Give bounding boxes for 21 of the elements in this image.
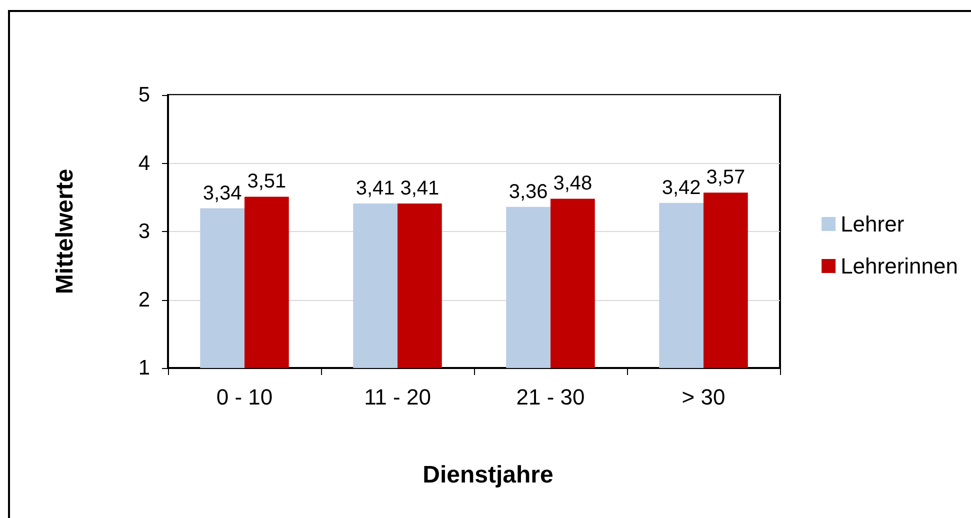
data-label: 3,36 (508, 180, 548, 203)
y-tick-label: 4 (138, 152, 150, 175)
x-axis-title: Dienstjahre (422, 462, 554, 488)
x-tick-label: 21 - 30 (516, 384, 585, 410)
y-tick-label: 3 (138, 220, 150, 243)
data-label: 3,51 (247, 170, 286, 193)
data-label: 3,41 (356, 178, 395, 200)
y-axis-title: Mittelwerte (52, 168, 78, 294)
data-label: 3,48 (553, 172, 592, 195)
x-tick-label: 0 - 10 (216, 384, 273, 410)
data-label: 3,42 (662, 176, 701, 199)
data-label: 3,41 (400, 178, 440, 200)
y-tick-label: 5 (138, 84, 150, 106)
y-tick-label: 1 (138, 356, 150, 380)
legend-label: Lehrer (840, 212, 904, 236)
legend-label: Lehrerinnen (840, 254, 958, 278)
y-tick-label: 2 (138, 288, 150, 312)
data-label: 3,34 (202, 182, 242, 204)
x-tick-label: 11 - 20 (364, 384, 431, 410)
data-label: 3,57 (706, 166, 746, 189)
x-tick-label: > 30 (682, 384, 726, 410)
